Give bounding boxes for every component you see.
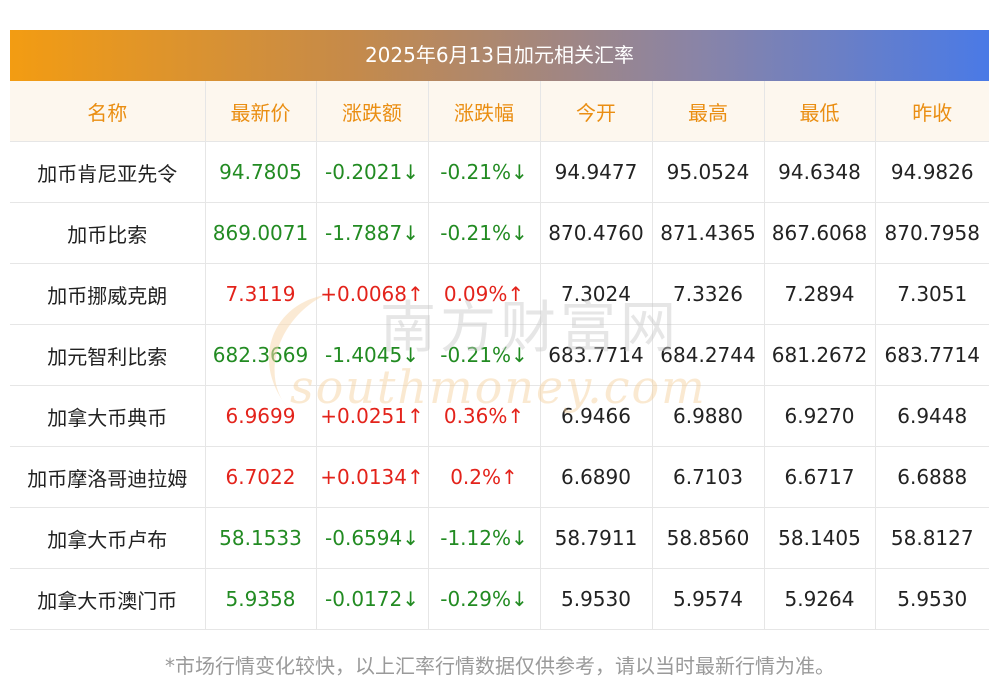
cell-change-pct: -0.21%↓ — [428, 141, 541, 203]
cell-name: 加拿大币卢布 — [10, 507, 206, 569]
cell-change-pct: -0.21%↓ — [428, 324, 541, 386]
table-row: 加币摩洛哥迪拉姆 6.7022 +0.0134↑ 0.2%↑ 6.6890 6.… — [10, 446, 989, 508]
cell-change-pct: -1.12%↓ — [428, 507, 541, 569]
cell-prev-close: 683.7714 — [875, 324, 989, 386]
cell-open: 6.6890 — [540, 446, 653, 508]
cell-low: 5.9264 — [764, 568, 876, 630]
cell-high: 5.9574 — [652, 568, 765, 630]
cell-latest: 94.7805 — [205, 141, 317, 203]
cell-high: 6.7103 — [652, 446, 765, 508]
cell-open: 683.7714 — [540, 324, 653, 386]
header-name: 名称 — [10, 81, 206, 142]
cell-latest: 58.1533 — [205, 507, 317, 569]
cell-latest: 682.3669 — [205, 324, 317, 386]
header-latest: 最新价 — [205, 81, 317, 142]
cell-open: 58.7911 — [540, 507, 653, 569]
cell-prev-close: 58.8127 — [875, 507, 989, 569]
cell-prev-close: 7.3051 — [875, 263, 989, 325]
cell-low: 94.6348 — [764, 141, 876, 203]
cell-prev-close: 870.7958 — [875, 202, 989, 264]
table-row: 加拿大币典币 6.9699 +0.0251↑ 0.36%↑ 6.9466 6.9… — [10, 385, 989, 447]
header-change-pct: 涨跌幅 — [428, 81, 541, 142]
cell-high: 7.3326 — [652, 263, 765, 325]
cell-low: 681.2672 — [764, 324, 876, 386]
table-row: 加拿大币澳门币 5.9358 -0.0172↓ -0.29%↓ 5.9530 5… — [10, 568, 989, 630]
cell-change: -0.6594↓ — [316, 507, 429, 569]
cell-latest: 5.9358 — [205, 568, 317, 630]
cell-change: -0.0172↓ — [316, 568, 429, 630]
cell-name: 加币比索 — [10, 202, 206, 264]
disclaimer-footnote: *市场行情变化较快，以上汇率行情数据仅供参考，请以当时最新行情为准。 — [165, 654, 835, 678]
cell-change-pct: 0.2%↑ — [428, 446, 541, 508]
cell-low: 867.6068 — [764, 202, 876, 264]
cell-name: 加币肯尼亚先令 — [10, 141, 206, 203]
cell-open: 6.9466 — [540, 385, 653, 447]
cell-prev-close: 6.9448 — [875, 385, 989, 447]
table-header-row: 名称 最新价 涨跌额 涨跌幅 今开 最高 最低 昨收 — [10, 81, 989, 142]
cell-open: 94.9477 — [540, 141, 653, 203]
cell-low: 6.6717 — [764, 446, 876, 508]
cell-change: -1.7887↓ — [316, 202, 429, 264]
cell-prev-close: 94.9826 — [875, 141, 989, 203]
cell-latest: 869.0071 — [205, 202, 317, 264]
cell-high: 684.2744 — [652, 324, 765, 386]
header-open: 今开 — [540, 81, 653, 142]
cell-name: 加拿大币典币 — [10, 385, 206, 447]
cell-open: 5.9530 — [540, 568, 653, 630]
cell-latest: 6.7022 — [205, 446, 317, 508]
cell-prev-close: 5.9530 — [875, 568, 989, 630]
cell-high: 58.8560 — [652, 507, 765, 569]
cell-change-pct: -0.29%↓ — [428, 568, 541, 630]
header-high: 最高 — [652, 81, 765, 142]
cell-name: 加拿大币澳门币 — [10, 568, 206, 630]
table-row: 加币比索 869.0071 -1.7887↓ -0.21%↓ 870.4760 … — [10, 202, 989, 264]
cell-name: 加币挪威克朗 — [10, 263, 206, 325]
cell-latest: 7.3119 — [205, 263, 317, 325]
cell-change-pct: -0.21%↓ — [428, 202, 541, 264]
table-row: 加拿大币卢布 58.1533 -0.6594↓ -1.12%↓ 58.7911 … — [10, 507, 989, 569]
cell-name: 加币摩洛哥迪拉姆 — [10, 446, 206, 508]
header-prev-close: 昨收 — [875, 81, 989, 142]
cell-high: 95.0524 — [652, 141, 765, 203]
cell-low: 6.9270 — [764, 385, 876, 447]
header-low: 最低 — [764, 81, 876, 142]
cell-change: -0.2021↓ — [316, 141, 429, 203]
cell-change: +0.0251↑ — [316, 385, 429, 447]
cell-change: +0.0068↑ — [316, 263, 429, 325]
cell-high: 871.4365 — [652, 202, 765, 264]
cell-open: 870.4760 — [540, 202, 653, 264]
cell-name: 加元智利比索 — [10, 324, 206, 386]
exchange-rate-table: 名称 最新价 涨跌额 涨跌幅 今开 最高 最低 昨收 加币肯尼亚先令 94.78… — [10, 81, 989, 630]
table-row: 加币肯尼亚先令 94.7805 -0.2021↓ -0.21%↓ 94.9477… — [10, 141, 989, 203]
cell-change-pct: 0.36%↑ — [428, 385, 541, 447]
header-change: 涨跌额 — [316, 81, 429, 142]
page-title: 2025年6月13日加元相关汇率 — [10, 30, 989, 81]
cell-change: -1.4045↓ — [316, 324, 429, 386]
cell-change-pct: 0.09%↑ — [428, 263, 541, 325]
cell-change: +0.0134↑ — [316, 446, 429, 508]
table-row: 加币挪威克朗 7.3119 +0.0068↑ 0.09%↑ 7.3024 7.3… — [10, 263, 989, 325]
cell-latest: 6.9699 — [205, 385, 317, 447]
cell-prev-close: 6.6888 — [875, 446, 989, 508]
cell-high: 6.9880 — [652, 385, 765, 447]
cell-open: 7.3024 — [540, 263, 653, 325]
cell-low: 7.2894 — [764, 263, 876, 325]
cell-low: 58.1405 — [764, 507, 876, 569]
table-row: 加元智利比索 682.3669 -1.4045↓ -0.21%↓ 683.771… — [10, 324, 989, 386]
